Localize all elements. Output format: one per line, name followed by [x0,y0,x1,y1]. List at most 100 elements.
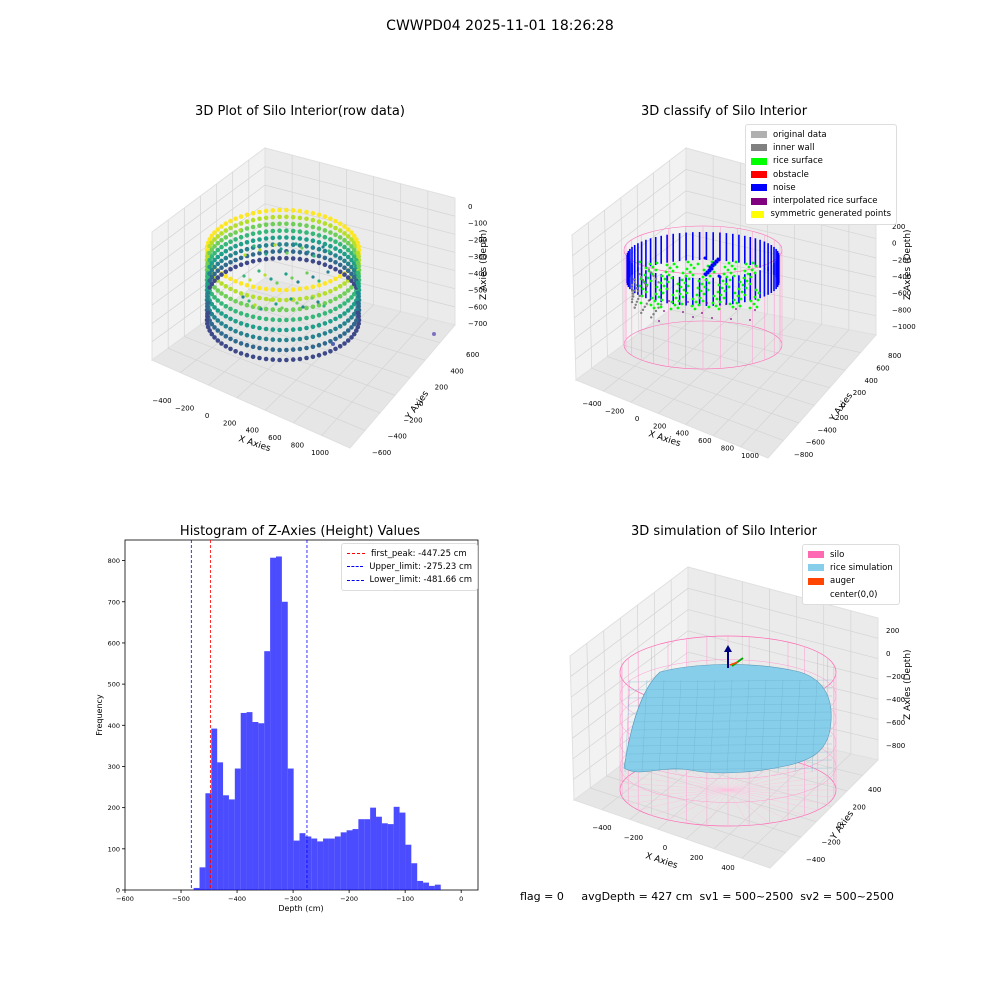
data-point [209,291,215,297]
data-point [263,273,267,277]
data-point [204,317,210,323]
legend-item: first_peak: -447.25 cm [347,547,472,560]
histogram-bar [393,806,400,890]
data-point [274,302,278,306]
data-point [223,269,229,275]
data-point [219,258,224,264]
plot2-zlabel: Z Axies (Depth) [903,229,913,300]
rice-surface-point [679,285,683,289]
data-point [209,274,215,280]
histogram-bar [270,557,276,890]
data-point [284,207,289,213]
data-point [263,243,269,248]
y-tick-label: 400 [868,786,881,794]
data-point [327,249,331,253]
interp-point [706,302,708,304]
data-point [277,357,282,363]
data-point [264,252,268,256]
silo-wire [651,789,729,816]
data-point [326,270,330,274]
data-point [212,295,217,300]
noise-point [717,274,721,278]
data-point [233,349,238,354]
data-point [238,221,244,226]
silo-wire [638,789,729,811]
data-point [244,282,250,288]
data-point [304,305,309,311]
data-point [333,218,338,224]
data-point [290,276,294,280]
data-point [345,308,351,313]
rice-surface-point [665,287,669,291]
data-point [257,345,262,351]
data-point [316,233,322,238]
data-point [356,294,362,299]
data-point [207,285,212,290]
data-point [209,233,215,239]
data-point [270,287,276,292]
rice-surface-point [727,285,731,289]
data-point [244,240,250,245]
rice-surface-point [722,296,726,300]
data-point [351,311,357,317]
data-point [342,272,347,277]
data-point [212,237,217,242]
data-point [257,257,262,263]
data-point [310,334,316,340]
y-tick-label: 600 [466,351,479,359]
data-point [228,306,233,312]
rice-surface-point [700,282,704,286]
data-point [223,344,229,349]
legend-item: rice surface [751,155,891,168]
data-point [223,248,229,254]
data-point [345,227,351,232]
data-point [280,306,284,310]
data-point [263,229,269,234]
data-point [233,223,238,228]
data-point [209,331,215,337]
data-point [257,223,262,228]
x-tick-label: 1000 [741,452,759,460]
histogram-bar [428,885,435,890]
data-point [277,317,282,323]
histogram-bar [293,840,300,890]
gridline [685,318,795,425]
data-point [304,295,309,301]
x-tick-label: 200 [223,419,236,427]
inner-wall-point [647,268,651,271]
inner-wall-point [635,300,639,303]
rice-mesh [675,679,682,773]
data-point [296,280,300,284]
rice-surface-point [681,271,685,275]
x-tick-label: 200 [690,854,703,862]
rice-mesh [627,687,833,691]
data-point [223,334,229,339]
histogram-legend: first_peak: -447.25 cm Upper_limit: -275.… [341,543,478,591]
data-point [250,217,256,223]
data-point [238,255,244,261]
data-point [233,243,238,249]
rice-surface-point [689,263,693,267]
interp-point [730,318,732,320]
rice-surface-point [655,285,659,289]
data-point [354,318,359,323]
data-point [304,285,309,291]
data-point [328,257,333,263]
gridline [654,321,846,371]
data-point [277,214,282,220]
data-point [337,294,343,299]
data-point [345,328,351,333]
data-point [349,244,354,249]
data-point [328,237,333,242]
data-point [268,298,272,302]
data-point [349,315,354,320]
y-tick-label: 0 [841,402,845,410]
rice-surface-point [756,298,760,302]
x-tick-label: 400 [676,430,689,438]
data-point [250,259,256,264]
data-point [284,297,289,303]
data-point [243,253,247,257]
rice-surface-point [638,260,642,264]
gridline [293,311,401,424]
histogram-bar [287,768,294,890]
